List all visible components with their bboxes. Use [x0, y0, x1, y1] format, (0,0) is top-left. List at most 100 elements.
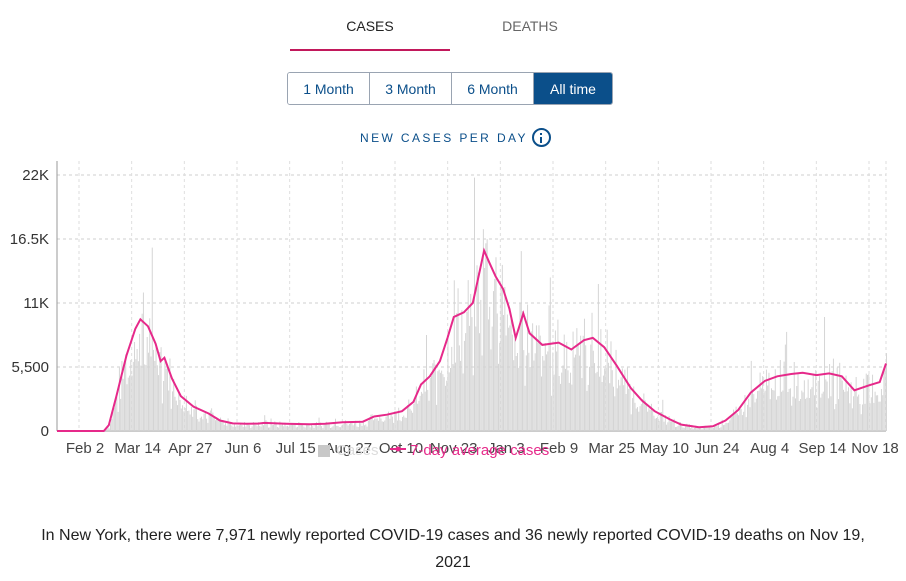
daily-case-bar: [791, 405, 793, 431]
daily-case-bar: [262, 425, 264, 431]
daily-case-bar: [192, 416, 194, 431]
daily-case-bar: [486, 239, 488, 431]
daily-case-bar: [812, 374, 814, 431]
daily-case-bar: [480, 299, 482, 431]
daily-case-bar: [614, 396, 616, 431]
daily-case-bar: [135, 359, 137, 431]
daily-case-bar: [429, 378, 431, 431]
daily-case-bar: [573, 357, 575, 431]
daily-case-bar: [864, 403, 866, 431]
daily-case-bar: [778, 395, 780, 431]
daily-case-bar: [846, 391, 848, 431]
x-tick-label: Feb 9: [540, 440, 578, 457]
daily-case-bar: [131, 375, 133, 431]
daily-case-bar: [629, 383, 631, 431]
daily-case-bar: [554, 330, 556, 431]
daily-case-bar: [760, 388, 762, 431]
daily-case-bar: [875, 395, 877, 431]
daily-case-bar: [231, 425, 233, 431]
daily-case-bar: [656, 418, 657, 431]
info-icon[interactable]: [531, 128, 551, 147]
daily-case-bar: [115, 399, 117, 431]
daily-case-bar: [758, 390, 760, 431]
daily-case-bar: [558, 376, 560, 431]
daily-case-bar: [850, 382, 852, 431]
daily-case-bar: [534, 353, 536, 431]
daily-case-bar: [453, 280, 455, 431]
daily-case-bar: [364, 425, 366, 431]
daily-case-bar: [268, 427, 269, 431]
daily-case-bar: [506, 314, 508, 431]
daily-case-bar: [317, 426, 319, 431]
daily-case-bar: [303, 426, 305, 431]
daily-case-bar: [345, 420, 347, 431]
daily-case-bar: [164, 358, 166, 431]
daily-case-bar: [222, 420, 224, 431]
daily-case-bar: [351, 423, 353, 431]
daily-case-bar: [331, 427, 333, 431]
daily-case-bar: [539, 335, 541, 431]
daily-case-bar: [172, 391, 173, 431]
daily-case-bar: [781, 391, 783, 431]
x-tick-label: Jan 3: [488, 440, 525, 457]
daily-case-bar: [227, 418, 229, 431]
daily-case-bar: [158, 375, 160, 431]
daily-case-bar: [748, 398, 750, 431]
daily-case-bar: [535, 325, 537, 431]
daily-case-bar: [619, 385, 621, 431]
range-6-month-button[interactable]: 6 Month: [452, 73, 534, 104]
daily-case-bar: [547, 351, 549, 431]
daily-case-bar: [529, 367, 531, 431]
daily-case-bar: [749, 407, 751, 431]
daily-case-bar: [860, 414, 862, 431]
daily-case-bar: [137, 361, 139, 431]
daily-case-bar: [615, 349, 617, 431]
daily-case-bar: [273, 424, 275, 431]
daily-case-bar: [709, 426, 711, 431]
daily-case-bar: [792, 396, 794, 431]
daily-case-bar: [729, 420, 731, 431]
daily-case-bar: [424, 391, 426, 431]
daily-case-bar: [657, 416, 659, 431]
daily-case-bar: [883, 368, 885, 431]
daily-case-bar: [390, 413, 392, 431]
daily-case-bar: [328, 422, 330, 431]
daily-case-bar: [769, 399, 771, 431]
daily-case-bar: [336, 425, 338, 431]
daily-case-bar: [525, 355, 527, 431]
daily-case-bar: [774, 369, 776, 431]
daily-case-bar: [543, 360, 545, 431]
range-all-time-button[interactable]: All time: [534, 73, 612, 104]
tab-deaths[interactable]: DEATHS: [502, 18, 558, 34]
daily-case-bar: [522, 311, 523, 431]
range-3-month-button[interactable]: 3 Month: [370, 73, 452, 104]
tab-cases[interactable]: CASES: [346, 18, 394, 34]
seven-day-average-line: [57, 247, 887, 432]
daily-case-bar: [826, 381, 828, 431]
daily-case-bar: [403, 415, 405, 431]
daily-case-bar: [335, 418, 336, 431]
daily-case-bar: [741, 415, 743, 431]
daily-case-bar: [216, 417, 218, 431]
daily-case-bar: [359, 420, 360, 431]
range-1-month-button[interactable]: 1 Month: [288, 73, 370, 104]
daily-case-bar: [130, 360, 132, 431]
daily-case-bar: [628, 388, 630, 431]
daily-case-bar: [743, 411, 745, 431]
daily-case-bar: [725, 422, 727, 431]
daily-case-bar: [650, 403, 652, 431]
daily-case-bar: [829, 364, 831, 431]
time-range-selector: 1 Month 3 Month 6 Month All time: [287, 72, 613, 105]
daily-case-bar: [552, 352, 554, 431]
daily-case-bar: [322, 428, 324, 431]
daily-case-bar: [549, 277, 551, 431]
daily-case-bar: [477, 272, 479, 431]
daily-case-bar: [596, 371, 598, 431]
daily-case-bar: [676, 426, 678, 431]
daily-case-bar: [724, 424, 726, 431]
daily-case-bar: [247, 424, 249, 431]
daily-case-bar: [465, 333, 467, 431]
daily-case-bar: [714, 425, 716, 431]
daily-case-bar: [412, 412, 414, 431]
daily-case-bar: [316, 422, 318, 431]
